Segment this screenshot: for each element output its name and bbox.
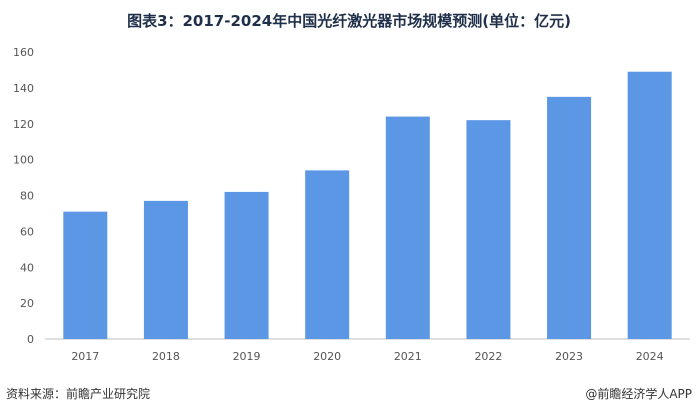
x-tick-label: 2018 <box>152 350 180 363</box>
x-axis-ticks: 2017 2018 2019 2020 2021 2022 2023 2024 <box>71 350 663 363</box>
y-tick-label: 60 <box>20 225 34 238</box>
bar-2019 <box>224 191 269 339</box>
x-tick-label: 2022 <box>474 350 502 363</box>
x-tick-label: 2019 <box>233 350 261 363</box>
x-tick-label: 2017 <box>71 350 99 363</box>
source-note: 资料来源：前瞻产业研究院 <box>6 387 151 401</box>
x-tick-label: 2023 <box>555 350 583 363</box>
y-tick-label: 140 <box>13 82 34 95</box>
x-tick-label: 2021 <box>394 350 422 363</box>
x-tick-label: 2020 <box>313 350 341 363</box>
y-tick-label: 160 <box>13 46 34 59</box>
bar-2017 <box>63 211 108 339</box>
bar-2023 <box>547 96 592 339</box>
y-tick-label: 20 <box>20 297 34 310</box>
y-tick-label: 80 <box>20 190 34 203</box>
y-tick-label: 120 <box>13 118 34 131</box>
bar-2021 <box>385 116 430 339</box>
chart-title: 图表3：2017-2024年中国光纤激光器市场规模预测(单位：亿元) <box>127 12 571 30</box>
bar-2018 <box>143 200 188 339</box>
credit-note: @前瞻经济学人APP <box>585 387 692 401</box>
y-axis-ticks: 0 20 40 60 80 100 120 140 160 <box>13 46 34 346</box>
bar-2022 <box>466 120 511 339</box>
bars <box>63 71 672 339</box>
bar-2020 <box>305 170 350 339</box>
y-tick-label: 100 <box>13 154 34 167</box>
y-tick-label: 0 <box>27 333 34 346</box>
y-tick-label: 40 <box>20 261 34 274</box>
x-tick-label: 2024 <box>636 350 664 363</box>
bar-2024 <box>627 71 672 339</box>
